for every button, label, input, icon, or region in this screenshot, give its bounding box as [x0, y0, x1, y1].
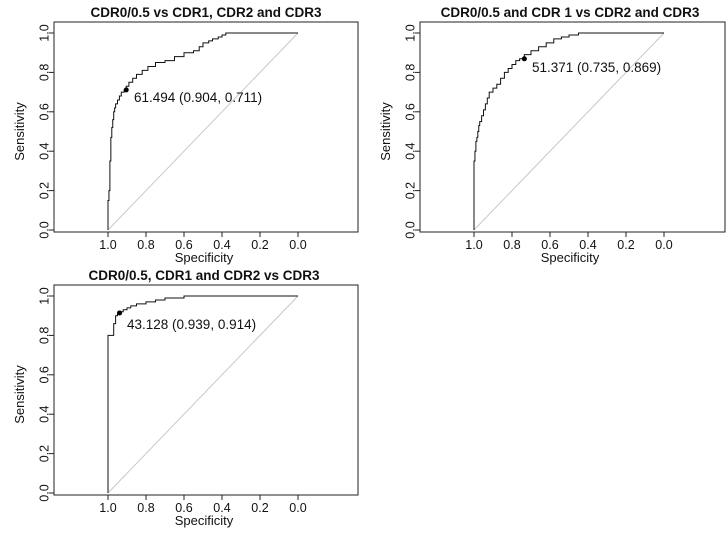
roc-panel-1: CDR0/0.5 vs CDR1, CDR2 and CDR3 1.0 0.8 0.6… — [12, 5, 359, 265]
plot-frame — [53, 21, 359, 233]
y-tick-label: 0.6 — [403, 103, 417, 120]
chart-title: CDR0/0.5 and CDR 1 vs CDR2 and CDR3 — [441, 5, 700, 20]
chart-title: CDR0/0.5 vs CDR1, CDR2 and CDR3 — [90, 5, 322, 20]
y-tick-label: 0.4 — [37, 405, 51, 422]
x-axis-label: Specificity — [541, 250, 600, 265]
x-tick-label: 1.0 — [99, 238, 116, 252]
y-axis-label: Sensitivity — [12, 102, 27, 161]
roc-curve — [107, 295, 298, 493]
best-threshold-label: 61.494 (0.904, 0.711) — [134, 90, 262, 105]
y-tick-label: 0.4 — [37, 142, 51, 159]
y-tick-label: 1.0 — [37, 24, 51, 41]
y-axis-label: Sensitivity — [12, 365, 27, 424]
best-threshold-label: 43.128 (0.939, 0.914) — [127, 317, 256, 332]
x-axis: 1.0 0.8 0.6 0.4 0.2 0.0 — [99, 231, 307, 252]
x-tick-label: 0.6 — [175, 501, 192, 515]
x-axis-label: Specificity — [175, 250, 234, 265]
y-tick-label: 0.8 — [37, 327, 51, 344]
y-axis-label: Sensitivity — [378, 102, 393, 161]
y-tick-label: 0.8 — [37, 64, 51, 81]
x-tick-label: 0.4 — [579, 238, 596, 252]
x-tick-label: 0.8 — [137, 501, 154, 515]
roc-panel-3: CDR0/0.5, CDR1 and CDR2 vs CDR3 1.0 0.8 0.6… — [12, 268, 359, 528]
y-tick-label: 1.0 — [37, 287, 51, 304]
x-tick-label: 0.4 — [213, 238, 230, 252]
best-threshold-label: 51.371 (0.735, 0.869) — [532, 60, 661, 75]
reference-line — [107, 295, 299, 494]
y-axis: 0.0 0.2 0.4 0.6 0.8 1.0 — [37, 24, 55, 239]
x-tick-label: 0.4 — [213, 501, 230, 515]
y-tick-label: 1.0 — [403, 24, 417, 41]
y-tick-label: 0.4 — [403, 142, 417, 159]
y-tick-label: 0.2 — [37, 445, 51, 462]
reference-line — [473, 32, 665, 231]
chart-title: CDR0/0.5, CDR1 and CDR2 vs CDR3 — [88, 268, 320, 283]
y-tick-label: 0.0 — [37, 484, 51, 501]
x-tick-label: 0.0 — [289, 238, 306, 252]
x-tick-label: 0.6 — [175, 238, 192, 252]
x-tick-label: 0.8 — [503, 238, 520, 252]
roc-curve — [107, 32, 298, 230]
y-tick-label: 0.2 — [403, 182, 417, 199]
x-tick-label: 1.0 — [465, 238, 482, 252]
x-tick-label: 0.0 — [655, 238, 672, 252]
reference-line — [107, 32, 299, 231]
x-tick-label: 0.2 — [617, 238, 634, 252]
y-tick-label: 0.6 — [37, 366, 51, 383]
y-tick-label: 0.8 — [403, 64, 417, 81]
y-tick-label: 0.0 — [37, 221, 51, 238]
plot-frame — [419, 21, 726, 233]
x-tick-label: 0.8 — [137, 238, 154, 252]
best-threshold-point — [117, 310, 123, 316]
x-axis: 1.0 0.8 0.6 0.4 0.2 0.0 — [99, 494, 307, 515]
x-axis-label: Specificity — [175, 513, 234, 528]
x-tick-label: 0.0 — [289, 501, 306, 515]
y-tick-label: 0.6 — [37, 103, 51, 120]
x-tick-label: 0.2 — [251, 501, 268, 515]
y-tick-label: 0.0 — [403, 221, 417, 238]
y-tick-label: 0.2 — [37, 182, 51, 199]
roc-curve — [473, 32, 664, 230]
best-threshold-point — [123, 87, 129, 93]
x-tick-label: 0.2 — [251, 238, 268, 252]
x-tick-label: 0.6 — [541, 238, 558, 252]
y-axis: 0.0 0.2 0.4 0.6 0.8 1.0 — [37, 287, 55, 502]
x-tick-label: 1.0 — [99, 501, 116, 515]
x-axis: 1.0 0.8 0.6 0.4 0.2 0.0 — [465, 231, 673, 252]
y-axis: 0.0 0.2 0.4 0.6 0.8 1.0 — [403, 24, 421, 239]
best-threshold-point — [521, 56, 527, 62]
